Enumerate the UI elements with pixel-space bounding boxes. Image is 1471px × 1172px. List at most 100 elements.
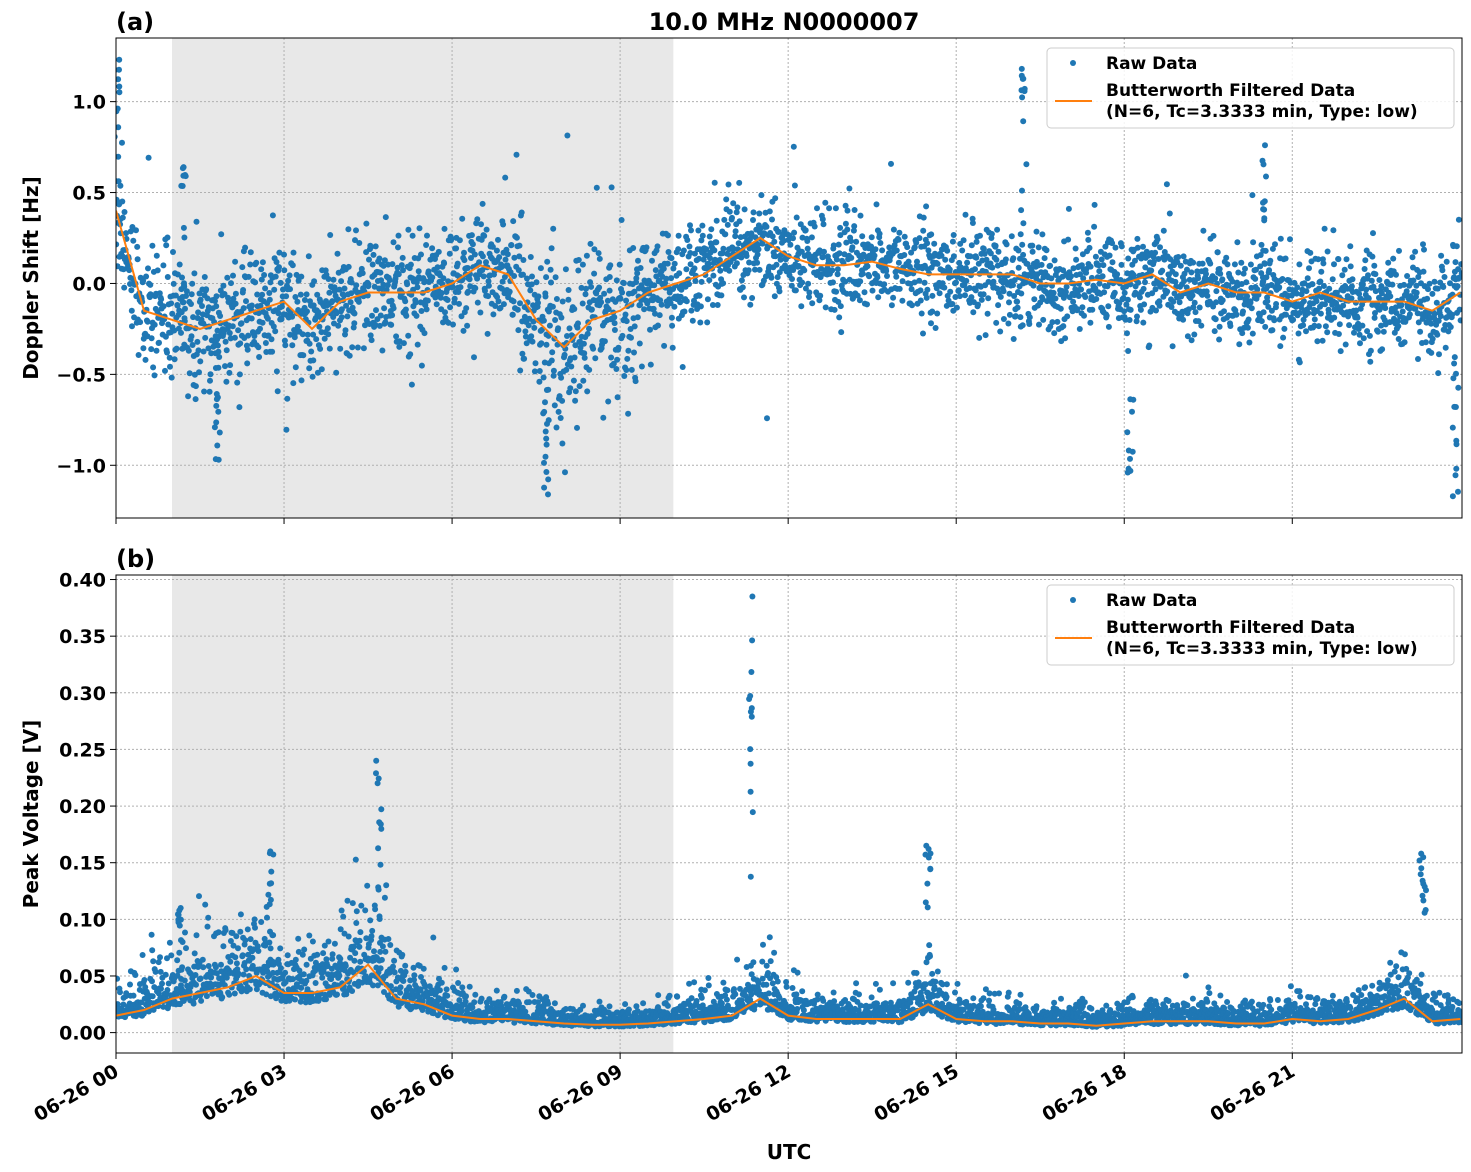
raw-point [938,252,945,259]
raw-point [153,347,160,354]
raw-point [347,299,354,306]
raw-point [1428,320,1435,327]
raw-point [210,343,217,350]
raw-point [527,287,534,294]
raw-point [1342,341,1349,348]
raw-point [515,267,522,274]
raw-point [334,991,340,998]
raw-point [207,377,213,384]
raw-point [608,184,615,191]
raw-point [1014,298,1021,305]
raw-point [219,994,226,1001]
raw-point [299,331,306,338]
raw-point [1349,276,1356,283]
raw-point [1074,306,1081,313]
raw-point [408,381,415,388]
raw-point [995,248,1002,255]
raw-point [771,293,778,300]
raw-point [133,1013,139,1020]
raw-point [716,256,723,263]
raw-point [984,310,991,317]
raw-point [370,982,376,989]
raw-point [277,945,284,952]
raw-point [116,1001,121,1008]
raw-point [1080,275,1087,282]
raw-point [485,278,492,285]
raw-point [837,303,844,310]
raw-point [255,344,262,351]
raw-point [1354,314,1361,321]
raw-point [699,222,706,229]
raw-point [730,200,737,207]
raw-point [625,410,632,417]
raw-point [1439,267,1446,274]
raw-point [545,476,552,483]
raw-point [214,442,221,449]
raw-point [1304,275,1311,282]
raw-point [572,388,579,395]
raw-point [468,232,475,239]
raw-point [1359,301,1366,308]
raw-point [267,279,274,286]
raw-point [116,83,123,90]
raw-point [1224,261,1231,268]
raw-point [1451,360,1458,367]
raw-point [1343,256,1350,263]
raw-point [822,199,829,206]
raw-point [1410,277,1417,284]
raw-point [1189,292,1196,299]
raw-point [1234,239,1241,246]
raw-point [277,965,284,972]
raw-point [160,1003,167,1010]
raw-point [276,264,282,271]
raw-point [911,244,918,251]
raw-point [400,267,406,274]
raw-point [217,313,224,319]
raw-point [566,325,573,332]
raw-point [726,208,733,215]
raw-point [1134,235,1141,242]
raw-point [195,309,202,316]
raw-point [201,274,208,280]
raw-point [362,907,369,914]
raw-point [345,226,352,233]
raw-point [924,286,931,293]
raw-point [637,301,644,308]
raw-point [623,367,630,373]
raw-point [1005,320,1012,327]
raw-point [193,981,199,988]
raw-point [196,893,202,900]
raw-point [1129,408,1135,415]
raw-point [890,226,897,233]
raw-point [418,974,424,980]
raw-point [1062,289,1069,295]
raw-point [389,261,396,268]
raw-point [213,402,220,409]
raw-point [319,974,326,981]
raw-point [499,278,506,285]
raw-point [419,1007,426,1013]
raw-point [1454,283,1461,290]
raw-point [178,329,184,336]
raw-point [1010,336,1017,342]
raw-point [404,281,411,288]
raw-point [193,932,200,939]
raw-point [557,415,564,421]
raw-point [1260,206,1267,213]
raw-point [507,269,514,276]
raw-point [463,305,470,312]
raw-point [116,975,121,982]
raw-point [434,264,441,271]
raw-point [1141,301,1148,308]
raw-point [1339,272,1346,279]
raw-point [1105,303,1112,310]
raw-point [929,292,936,299]
raw-point [195,347,202,354]
raw-point [253,259,260,266]
raw-point [1020,251,1027,258]
raw-point [378,956,385,963]
raw-point [116,56,123,63]
raw-point [536,378,543,385]
raw-point [1010,282,1016,289]
raw-point [330,276,337,283]
